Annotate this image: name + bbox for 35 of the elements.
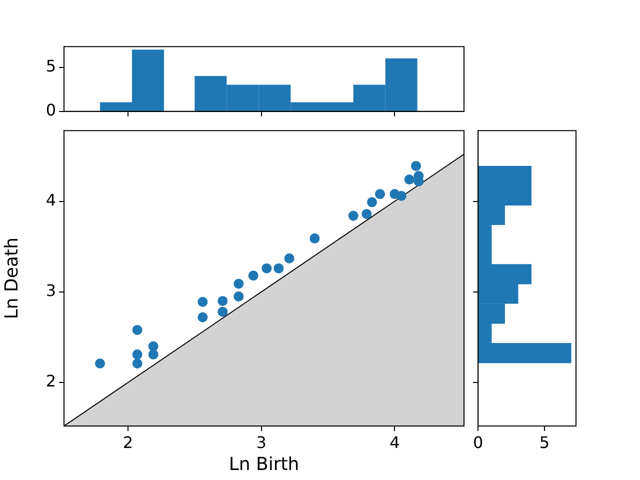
y-tick-label: 5 <box>46 56 56 76</box>
point <box>248 270 258 281</box>
x-tick-label: 5 <box>539 432 550 452</box>
point <box>148 349 158 360</box>
y-tick-label: 4 <box>46 190 56 210</box>
y-tick-label: 2 <box>46 372 56 391</box>
point <box>95 358 105 368</box>
y-tick-label: 0 <box>46 100 56 120</box>
point <box>411 160 421 171</box>
point <box>198 296 208 307</box>
point <box>310 233 320 244</box>
point <box>262 263 272 274</box>
point <box>284 253 294 264</box>
point <box>218 296 228 306</box>
x-tick-label: 2 <box>122 432 134 452</box>
point <box>348 210 358 221</box>
point <box>274 263 284 274</box>
point <box>404 174 414 185</box>
y-axis-title: Ln Death <box>1 238 22 320</box>
x-tick-label: 3 <box>256 432 266 452</box>
point <box>132 358 142 368</box>
x-tick-label: 0 <box>472 432 484 452</box>
point <box>367 197 377 208</box>
point <box>362 208 372 219</box>
point <box>234 278 244 289</box>
point <box>198 312 208 322</box>
point <box>132 324 142 335</box>
point <box>234 291 244 302</box>
point <box>375 189 385 200</box>
point <box>218 306 228 317</box>
point <box>132 349 142 360</box>
x-tick-label: 4 <box>390 432 400 452</box>
point <box>396 190 406 201</box>
y-tick-label: 3 <box>46 281 56 300</box>
x-axis-title: Ln Birth <box>228 454 300 475</box>
